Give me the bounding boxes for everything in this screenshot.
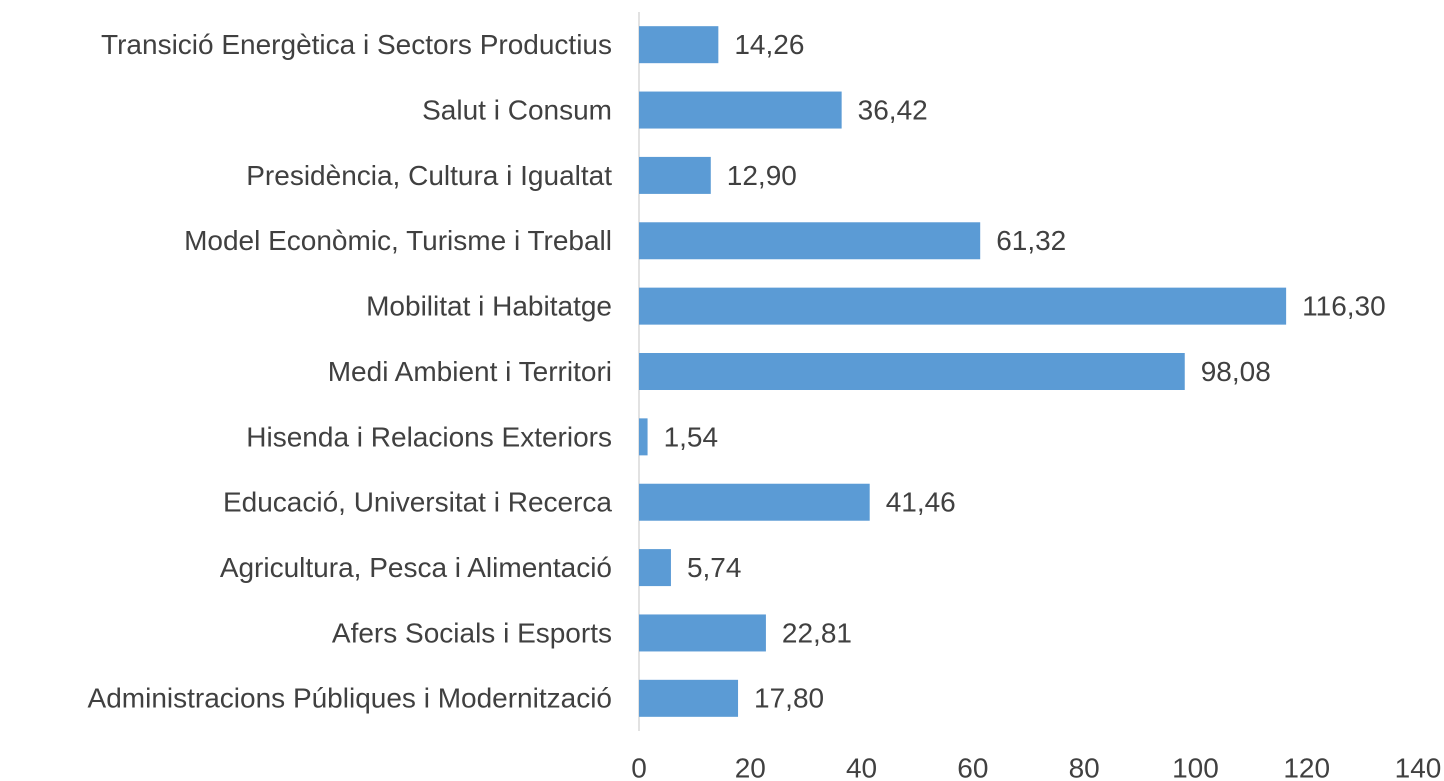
bar xyxy=(639,483,870,521)
y-tick-label: Agricultura, Pesca i Alimentació xyxy=(220,552,612,583)
data-label: 14,26 xyxy=(734,29,804,60)
data-label: 116,30 xyxy=(1302,291,1386,322)
data-label: 41,46 xyxy=(886,487,956,518)
data-label: 36,42 xyxy=(858,94,928,125)
data-label: 22,81 xyxy=(782,617,852,648)
bar xyxy=(639,222,981,260)
x-tick-label: 80 xyxy=(1069,752,1100,781)
x-tick-label: 140 xyxy=(1395,752,1442,781)
y-tick-label: Administracions Públiques i Modernitzaci… xyxy=(88,683,612,714)
bar xyxy=(639,91,842,129)
data-label: 98,08 xyxy=(1201,356,1271,387)
x-tick-label: 60 xyxy=(957,752,988,781)
bar xyxy=(639,614,766,652)
bar xyxy=(639,353,1185,390)
data-label: 12,90 xyxy=(727,160,797,191)
x-tick-label: 20 xyxy=(735,752,766,781)
y-tick-label: Educació, Universitat i Recerca xyxy=(223,487,612,518)
y-tick-label: Salut i Consum xyxy=(422,94,612,125)
bar xyxy=(639,156,711,194)
x-tick-label: 120 xyxy=(1283,752,1330,781)
y-tick-label: Afers Socials i Esports xyxy=(332,617,612,648)
x-tick-label: 40 xyxy=(846,752,877,781)
data-label: 5,74 xyxy=(687,552,742,583)
data-label: 1,54 xyxy=(664,421,719,452)
y-tick-label: Medi Ambient i Territori xyxy=(328,356,612,387)
y-tick-label: Mobilitat i Habitatge xyxy=(366,291,612,322)
data-label: 61,32 xyxy=(996,225,1066,256)
bar xyxy=(639,287,1287,325)
bar xyxy=(639,549,671,587)
bar xyxy=(639,26,719,64)
y-tick-label: Transició Energètica i Sectors Productiu… xyxy=(101,29,612,60)
y-tick-label: Hisenda i Relacions Exteriors xyxy=(246,421,612,452)
y-tick-label: Model Econòmic, Turisme i Treball xyxy=(184,225,612,256)
x-tick-label: 100 xyxy=(1172,752,1219,781)
x-tick-label: 0 xyxy=(631,752,647,781)
bar xyxy=(639,418,648,456)
bar xyxy=(639,679,739,717)
y-tick-label: Presidència, Cultura i Igualtat xyxy=(246,160,612,191)
data-label: 17,80 xyxy=(754,683,824,714)
